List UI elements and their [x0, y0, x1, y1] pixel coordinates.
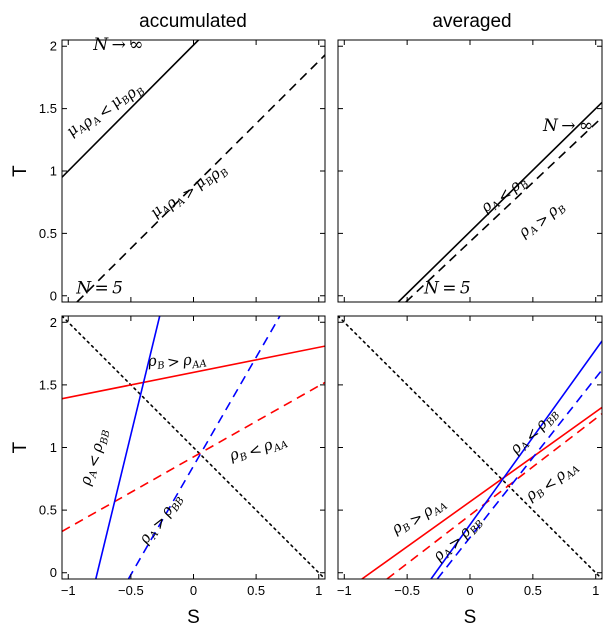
x-tick-label: −0.5: [118, 583, 144, 598]
series-line-1: [62, 345, 325, 400]
series-line-0: [62, 40, 200, 178]
series-line-4: [127, 316, 281, 579]
plot-frame: [337, 39, 603, 303]
column-title-averaged: averaged: [432, 11, 511, 32]
y-tick-label: 0: [50, 565, 57, 580]
series-line-0: [62, 316, 325, 579]
annotation-0: N → ∞: [542, 116, 593, 136]
y-tick-label: 2: [50, 315, 57, 330]
x-tick-label: −1: [337, 583, 352, 598]
y-tick-label: 1: [50, 440, 57, 455]
x-tick-label: −1: [61, 583, 76, 598]
series-line-2: [386, 413, 602, 579]
annotation-0: ρB > ρAA: [387, 490, 450, 544]
x-tick-label: 0.5: [524, 583, 542, 598]
series-line-0: [338, 316, 602, 579]
x-tick-label: 1: [315, 583, 322, 598]
series-line-1: [361, 406, 602, 579]
annotation-2: μAρA > μBρB: [146, 151, 231, 232]
annotation-0: N → ∞: [92, 35, 143, 55]
y-tick-label: 0: [50, 288, 57, 303]
x-axis-label: S: [187, 607, 200, 628]
x-tick-label: 0: [190, 583, 197, 598]
annotation-3: N = 5: [423, 278, 471, 298]
y-tick-label: 0.5: [39, 226, 57, 241]
x-tick-label: 0.5: [247, 583, 265, 598]
series-line-1: [405, 116, 602, 302]
x-tick-label: 1: [592, 583, 599, 598]
annotation-2: ρA > ρB: [514, 193, 569, 246]
annotation-3: ρB < ρAA: [521, 453, 582, 510]
x-tick-label: −0.5: [394, 583, 420, 598]
series-line-2: [62, 381, 325, 533]
series-line-1: [76, 54, 325, 302]
annotation-0: ρB > ρAA: [146, 344, 208, 377]
series-line-0: [397, 101, 602, 302]
y-tick-label: 1: [50, 164, 57, 179]
column-title-accumulated: accumulated: [139, 11, 247, 32]
y-tick-label: 1.5: [39, 101, 57, 116]
series-line-3: [430, 340, 602, 579]
plot-frame: [61, 39, 326, 303]
x-axis-label: S: [464, 607, 477, 628]
series-line-3: [95, 316, 161, 579]
annotation-3: ρA > ρBB: [134, 488, 187, 551]
y-tick-label: 2: [50, 39, 57, 54]
annotation-2: ρA < ρBB: [76, 426, 113, 489]
y-axis-label: T: [10, 441, 31, 453]
x-tick-label: 0: [466, 583, 473, 598]
annotation-3: N = 5: [75, 278, 123, 298]
annotation-1: μAρA < μBρB: [62, 70, 147, 151]
annotation-1: ρA < ρB: [476, 169, 531, 222]
y-axis-label: T: [10, 165, 31, 177]
y-tick-label: 1.5: [39, 377, 57, 392]
y-tick-label: 0.5: [39, 503, 57, 518]
